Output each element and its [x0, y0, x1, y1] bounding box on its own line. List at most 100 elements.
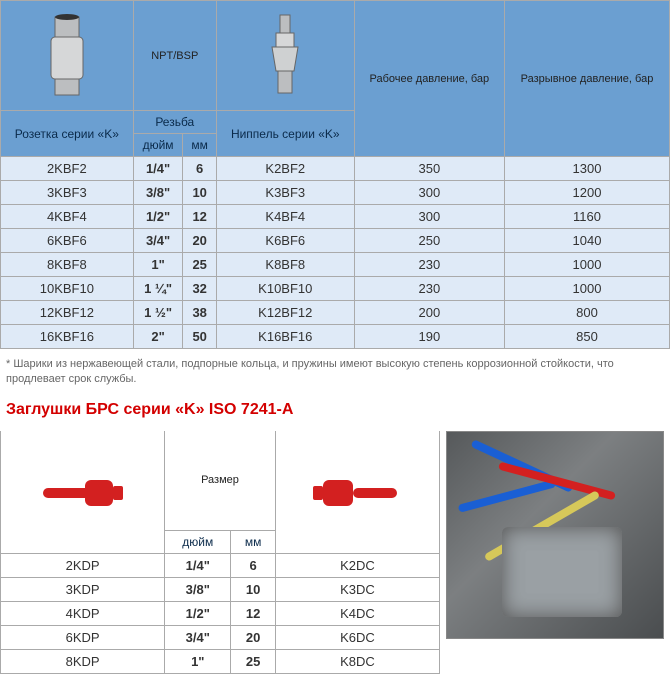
cell-inch: 3/8" [133, 181, 183, 205]
col-npt-bsp: NPT/BSP [133, 1, 216, 111]
mm-label: мм [183, 134, 216, 157]
table-row: 2KDP1/4"6K2DC [1, 554, 440, 578]
size-label: Размер [165, 431, 276, 531]
cell-pressure: 300 [354, 205, 504, 229]
cell-mm: 25 [231, 650, 275, 674]
cell-plug: 2KDP [1, 554, 165, 578]
thread-label: Резьба [133, 111, 216, 134]
cell-mm: 50 [183, 325, 216, 349]
cell-burst: 1000 [504, 277, 669, 301]
footnote-text: * Шарики из нержавеющей стали, подпорные… [0, 349, 670, 391]
cell-mm: 38 [183, 301, 216, 325]
col-working-pressure: Рабочее давление, бар [354, 1, 504, 157]
cell-mm: 20 [231, 626, 275, 650]
cell-socket: 4KBF4 [1, 205, 134, 229]
cell-pressure: 230 [354, 277, 504, 301]
cell-nipple: K3BF3 [216, 181, 354, 205]
machine-block [502, 527, 622, 617]
dust-cap-icon [307, 462, 407, 522]
cell-nipple: K16BF16 [216, 325, 354, 349]
cell-socket: 6KBF6 [1, 229, 134, 253]
cell-plug: 8KDP [1, 650, 165, 674]
cell-mm: 6 [231, 554, 275, 578]
cell-mm: 32 [183, 277, 216, 301]
table-row: 10KBF101 ¼"32K10BF102301000 [1, 277, 670, 301]
section-title-plugs: Заглушки БРС серии «K» ISO 7241-А [0, 391, 670, 431]
table-row: 3KBF33/8"10K3BF33001200 [1, 181, 670, 205]
cell-nipple: K8BF8 [216, 253, 354, 277]
cell-mm: 25 [183, 253, 216, 277]
cell-cap: K2DC [275, 554, 439, 578]
cell-inch: 1" [165, 650, 231, 674]
cell-pressure: 190 [354, 325, 504, 349]
table-row: 4KBF41/2"12K4BF43001160 [1, 205, 670, 229]
cell-mm: 12 [231, 602, 275, 626]
cell-nipple: K10BF10 [216, 277, 354, 301]
cell-inch: 3/4" [165, 626, 231, 650]
cell-pressure: 200 [354, 301, 504, 325]
cell-mm: 10 [183, 181, 216, 205]
cell-plug: 3KDP [1, 578, 165, 602]
table-row: 16KBF162"50K16BF16190850 [1, 325, 670, 349]
table-row: 2KBF21/4"6K2BF23501300 [1, 157, 670, 181]
cell-plug: 6KDP [1, 626, 165, 650]
cell-socket: 3KBF3 [1, 181, 134, 205]
cell-burst: 850 [504, 325, 669, 349]
inch-label: дюйм [133, 134, 183, 157]
cell-burst: 1040 [504, 229, 669, 253]
plugs-table-k-series: Размер дюйм мм 2KDP1/4"6K2DC3KDP3/8"10K3… [0, 431, 440, 675]
cell-nipple: K12BF12 [216, 301, 354, 325]
cap-image-cell [275, 431, 439, 554]
table-row: 8KDP1"25K8DC [1, 650, 440, 674]
cell-socket: 10KBF10 [1, 277, 134, 301]
cell-inch: 1/4" [165, 554, 231, 578]
cell-inch: 1 ½" [133, 301, 183, 325]
mm-label-2: мм [231, 531, 275, 554]
cell-pressure: 230 [354, 253, 504, 277]
cell-mm: 6 [183, 157, 216, 181]
application-photo [446, 431, 664, 639]
table-row: 3KDP3/8"10K3DC [1, 578, 440, 602]
nipple-image-cell [216, 1, 354, 111]
socket-image-cell [1, 1, 134, 111]
cell-cap: K8DC [275, 650, 439, 674]
cell-inch: 3/4" [133, 229, 183, 253]
table-row: 4KDP1/2"12K4DC [1, 602, 440, 626]
cell-socket: 16KBF16 [1, 325, 134, 349]
cell-nipple: K6BF6 [216, 229, 354, 253]
cell-burst: 1000 [504, 253, 669, 277]
cell-pressure: 350 [354, 157, 504, 181]
dust-plug-icon [33, 462, 133, 522]
socket-label: Розетка серии «K» [1, 111, 134, 157]
inch-label-2: дюйм [165, 531, 231, 554]
cell-mm: 20 [183, 229, 216, 253]
cell-plug: 4KDP [1, 602, 165, 626]
table-row: 12KBF121 ½"38K12BF12200800 [1, 301, 670, 325]
cell-inch: 1/2" [165, 602, 231, 626]
cell-socket: 8KBF8 [1, 253, 134, 277]
cell-socket: 12KBF12 [1, 301, 134, 325]
table-row: 6KDP3/4"20K6DC [1, 626, 440, 650]
cell-nipple: K4BF4 [216, 205, 354, 229]
col-burst-pressure: Разрывное давление, бар [504, 1, 669, 157]
cell-cap: K3DC [275, 578, 439, 602]
cell-inch: 3/8" [165, 578, 231, 602]
cell-inch: 1 ¼" [133, 277, 183, 301]
cell-burst: 800 [504, 301, 669, 325]
plug-image-cell [1, 431, 165, 554]
cell-cap: K4DC [275, 602, 439, 626]
cell-mm: 12 [183, 205, 216, 229]
cell-socket: 2KBF2 [1, 157, 134, 181]
cell-cap: K6DC [275, 626, 439, 650]
cell-inch: 1/4" [133, 157, 183, 181]
cell-pressure: 250 [354, 229, 504, 253]
hose-blue-2 [458, 479, 557, 513]
cell-burst: 1300 [504, 157, 669, 181]
table-row: 6KBF63/4"20K6BF62501040 [1, 229, 670, 253]
cell-burst: 1160 [504, 205, 669, 229]
table-row: 8KBF81"25K8BF82301000 [1, 253, 670, 277]
nipple-icon [260, 11, 310, 101]
nipple-label: Ниппель серии «K» [216, 111, 354, 157]
cell-mm: 10 [231, 578, 275, 602]
socket-icon [37, 11, 97, 101]
